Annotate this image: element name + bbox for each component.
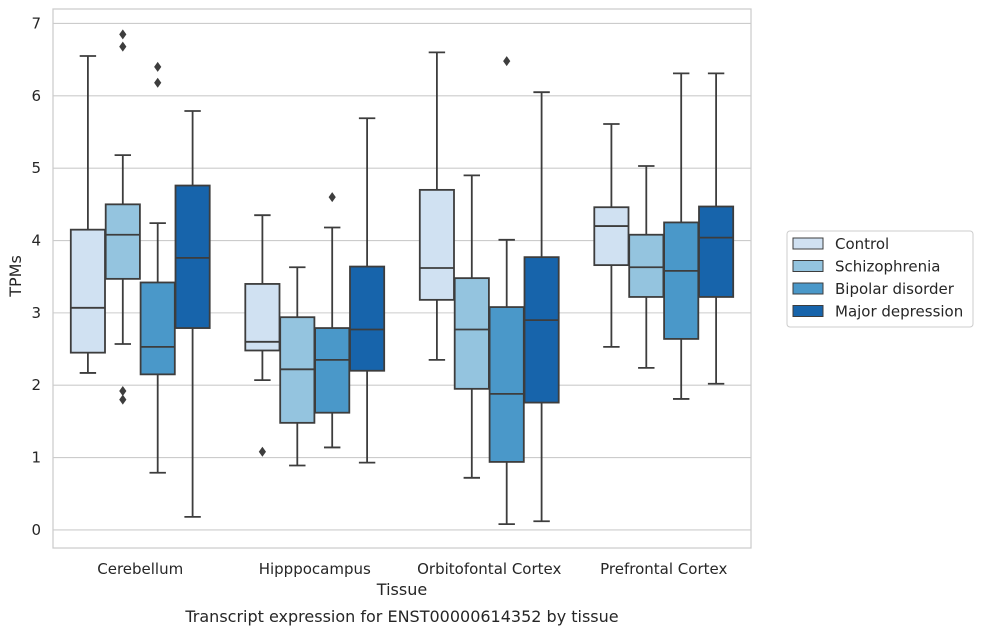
box [349,265,386,372]
box-group [628,165,665,369]
x-tick-label: Orbitofontal Cortex [417,560,561,578]
plot-area-frame [52,8,752,549]
legend-label: Major depression [835,303,963,321]
legend-swatch [792,282,824,295]
box-group [663,72,700,400]
legend-frame [786,230,974,328]
box-group [314,192,351,449]
box-group [418,51,455,361]
outlier-point [503,56,511,67]
y-tick-label: 0 [31,521,41,539]
x-tick-label: Hipppocampus [259,560,371,578]
x-tick-label: Cerebellum [97,560,183,578]
box-group [698,72,735,385]
legend-swatch [792,260,824,272]
y-axis-label: TPMs [6,255,25,298]
box-group [244,214,281,457]
box [174,184,211,329]
x-tick-label: Prefrontal Cortex [600,560,727,578]
legend-label: Control [835,235,889,253]
y-tick-labels: 0 1 2 3 4 5 6 7 [31,14,41,538]
box-group [523,91,560,523]
box [663,221,700,340]
box [139,281,176,376]
y-tick-label: 6 [31,87,41,105]
box-group [593,123,630,348]
box [104,203,141,280]
chart-title: Transcript expression for ENST0000061435… [184,607,618,626]
outlier-point [258,446,266,457]
outlier-point [119,29,127,40]
outlier-point [154,77,162,88]
x-axis-label: Tissue [376,580,427,599]
box [488,306,525,463]
outlier-point [119,386,127,397]
box [698,205,735,298]
box-group [174,110,211,518]
box [453,277,490,390]
legend-label: Schizophrenia [835,258,940,276]
y-tick-label: 4 [31,232,41,250]
box-group [104,29,141,405]
box-group [453,174,490,479]
box [523,256,560,404]
y-tick-label: 2 [31,376,41,394]
box [314,327,351,414]
outlier-point [119,41,127,52]
box [244,283,281,352]
box [69,228,106,354]
outlier-point [328,192,336,203]
legend-swatch [792,305,824,317]
y-tick-label: 3 [31,304,41,322]
outlier-point [119,394,127,405]
box-group [349,117,386,464]
box-group [139,61,176,474]
y-tick-label: 7 [31,14,41,32]
box [628,233,665,298]
legend: Control Schizophrenia Bipolar disorder Majo… [786,230,974,328]
box [593,206,630,267]
x-tick-labels: Cerebellum Hipppocampus Orbitofontal Corte… [97,560,727,578]
box-group [488,56,525,526]
legend-swatch [792,237,824,250]
legend-label: Bipolar disorder [835,280,955,298]
box [418,188,455,301]
box-group [279,266,316,467]
box-groups [69,29,735,526]
y-tick-label: 1 [31,449,41,467]
y-tick-label: 5 [31,159,41,177]
box-group [69,55,106,374]
outlier-point [154,61,162,72]
